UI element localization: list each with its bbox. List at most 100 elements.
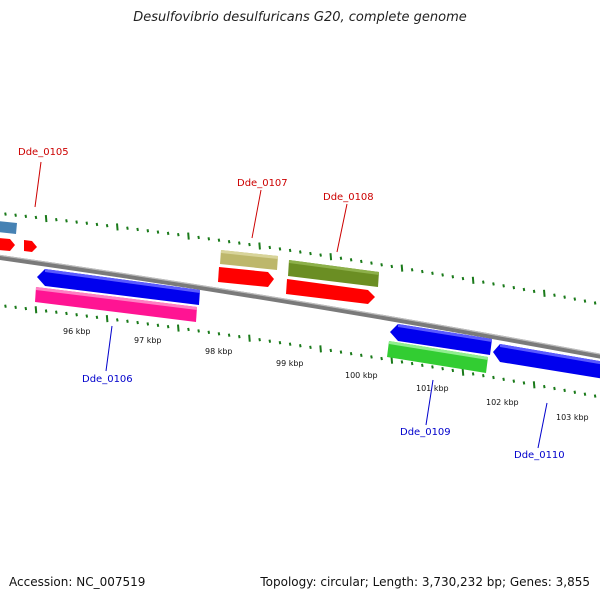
minor-tick (258, 337, 261, 342)
minor-tick (217, 332, 221, 336)
minor-tick (227, 333, 231, 337)
minor-tick (441, 273, 444, 277)
major-tick (105, 315, 109, 323)
major-tick (319, 345, 322, 353)
minor-tick (187, 327, 190, 332)
minor-tick (370, 355, 373, 359)
minor-tick (4, 304, 7, 308)
minor-tick (85, 221, 89, 225)
minor-tick (44, 309, 48, 313)
minor-tick (309, 345, 312, 350)
major-tick (44, 214, 48, 223)
minor-tick (126, 319, 129, 323)
minor-tick (156, 230, 160, 234)
minor-tick (431, 271, 434, 275)
minor-tick (380, 356, 383, 361)
feature-dde-0109-blue (390, 324, 492, 355)
minor-tick (522, 287, 526, 292)
minor-tick (278, 340, 282, 345)
kbp-label: 99 kbp (276, 359, 304, 368)
kbp-label: 97 kbp (134, 336, 162, 345)
minor-tick (248, 242, 251, 247)
minor-tick (299, 250, 302, 254)
minor-tick (24, 306, 28, 311)
outer-tick-row (4, 212, 597, 305)
kbp-label: 102 kbp (486, 398, 519, 407)
minor-tick (532, 289, 536, 294)
minor-tick (421, 269, 424, 274)
major-tick (471, 276, 475, 284)
minor-tick (461, 276, 465, 281)
feature-red-fragment-1 (0, 238, 15, 251)
minor-tick (207, 237, 211, 241)
feature-dde-0110 (493, 344, 600, 379)
minor-tick (14, 213, 17, 217)
minor-tick (75, 313, 78, 317)
kbp-label: 100 kbp (345, 371, 378, 380)
gene-label-dde-0105: Dde_0105 (18, 147, 69, 158)
minor-tick (451, 275, 455, 279)
minor-tick (410, 268, 414, 272)
minor-tick (85, 314, 89, 318)
minor-tick (4, 212, 7, 216)
minor-tick (207, 330, 211, 335)
minor-tick (197, 235, 200, 240)
minor-tick (431, 365, 434, 369)
minor-tick (166, 231, 170, 236)
gene-label-dde-0107: Dde_0107 (237, 178, 288, 189)
major-tick (543, 289, 546, 297)
minor-tick (217, 238, 221, 242)
minor-tick (95, 222, 99, 227)
major-tick (34, 306, 38, 314)
major-tick (390, 356, 394, 364)
minor-tick (563, 295, 566, 299)
minor-tick (522, 381, 526, 385)
minor-tick (512, 285, 516, 290)
minor-tick (24, 214, 28, 218)
minor-tick (268, 339, 272, 343)
map-title: Desulfovibrio desulfuricans G20, complet… (133, 10, 467, 25)
minor-tick (126, 226, 129, 230)
feature-dde-0106-blue (37, 269, 200, 305)
feature-dde-0109 (387, 341, 488, 373)
minor-tick (339, 256, 343, 260)
minor-tick (146, 229, 150, 233)
minor-tick (65, 219, 68, 223)
minor-tick (116, 318, 119, 322)
major-tick (400, 264, 404, 272)
major-tick (177, 324, 180, 332)
kbp-label: 103 kbp (556, 413, 589, 422)
genome-summary-text: Topology: circular; Length: 3,730,232 bp… (260, 575, 590, 589)
minor-tick (177, 233, 180, 237)
minor-tick (441, 367, 444, 371)
feature-dde-0107 (220, 250, 278, 270)
minor-tick (309, 251, 312, 256)
minor-tick (349, 258, 353, 262)
minor-tick (370, 261, 373, 265)
minor-tick (105, 223, 109, 228)
feature-dde-0104-fragment (0, 221, 17, 234)
minor-tick (360, 353, 363, 357)
minor-tick (380, 263, 383, 267)
inner-tick-row (4, 304, 597, 398)
minor-tick (319, 253, 322, 257)
minor-tick (492, 375, 495, 380)
kbp-label: 98 kbp (205, 347, 233, 356)
feature-dde-0106 (35, 287, 197, 322)
minor-tick (156, 323, 160, 327)
gene-label-dde-0109: Dde_0109 (400, 427, 451, 438)
minor-tick (390, 264, 394, 269)
major-tick (258, 242, 261, 250)
accession-text: Accession: NC_007519 (9, 575, 146, 589)
minor-tick (502, 284, 505, 288)
minor-tick (482, 280, 485, 284)
minor-tick (65, 311, 68, 316)
major-tick (461, 368, 465, 376)
minor-tick (238, 334, 241, 339)
feature-dde-0108-red (286, 279, 375, 304)
minor-tick (573, 390, 577, 394)
minor-tick (471, 372, 475, 376)
feature-dde-0107-red (218, 267, 274, 287)
minor-tick (553, 293, 556, 297)
minor-tick (95, 315, 99, 320)
